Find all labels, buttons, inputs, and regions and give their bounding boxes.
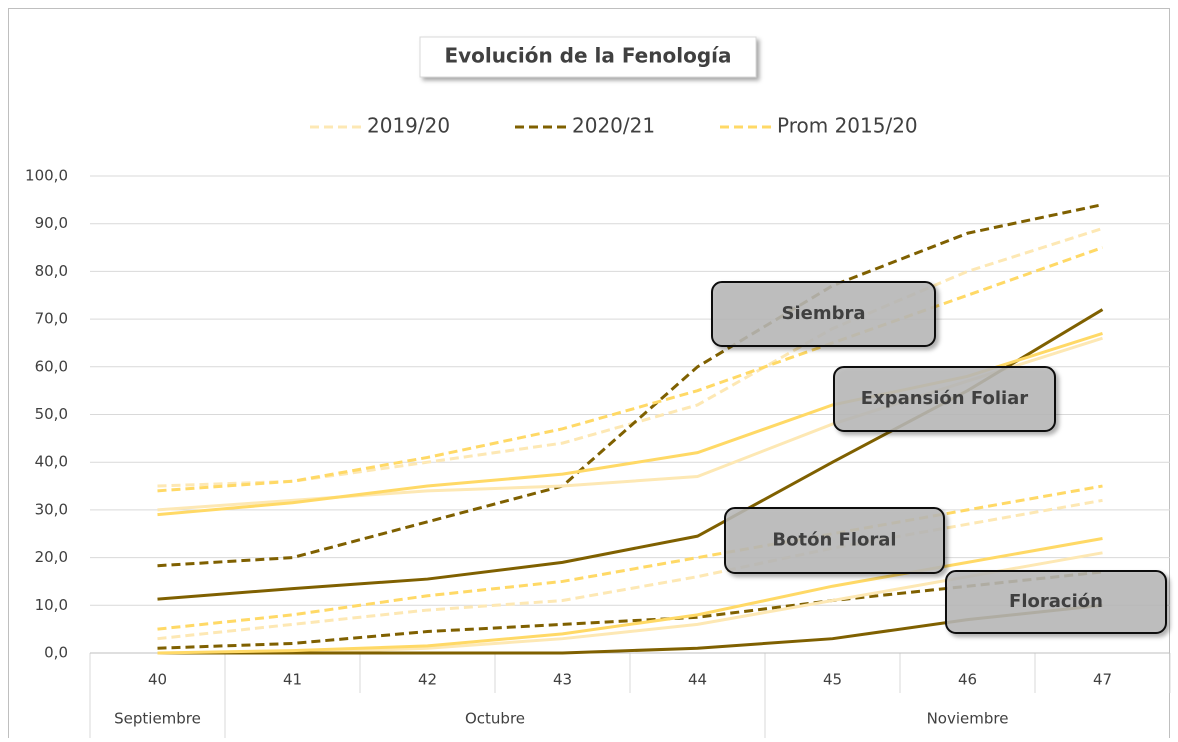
y-tick-label: 60,0: [35, 357, 68, 375]
x-tick-label: 43: [553, 671, 572, 689]
x-tick-label: 40: [148, 671, 167, 689]
x-tick-label: 46: [958, 671, 977, 689]
series-line: [157, 203, 1103, 568]
y-tick-label: 10,0: [35, 596, 68, 614]
y-tick-label: 90,0: [35, 214, 68, 232]
title-box: [419, 36, 757, 78]
y-tick-label: 50,0: [35, 405, 68, 423]
y-tick-label: 100,0: [25, 167, 68, 185]
annotation-label: Expansión Foliar: [861, 388, 1029, 409]
y-tick-label: 40,0: [35, 453, 68, 471]
x-tick-label: 47: [1093, 671, 1112, 689]
series-line: [157, 537, 1103, 655]
y-tick-label: 70,0: [35, 310, 68, 328]
legend-label: 2019/20: [367, 114, 450, 138]
month-label: Septiembre: [114, 710, 201, 728]
annotation-label: Floración: [1009, 591, 1103, 612]
month-label: Octubre: [465, 710, 525, 728]
legend-label: Prom 2015/20: [777, 114, 918, 138]
annotation-box: [724, 507, 945, 574]
month-label: Noviembre: [927, 710, 1009, 728]
series-line: [157, 484, 1103, 631]
annotation-box: [945, 570, 1167, 634]
x-tick-label: 41: [283, 671, 302, 689]
y-tick-label: 20,0: [35, 548, 68, 566]
annotation-box: [833, 366, 1056, 432]
series-line: [157, 246, 1103, 493]
annotation-label: Siembra: [781, 303, 865, 324]
x-tick-label: 45: [823, 671, 842, 689]
y-tick-label: 0,0: [44, 644, 68, 662]
annotation-box: [711, 281, 936, 347]
x-tick-label: 42: [418, 671, 437, 689]
series-line: [157, 498, 1103, 641]
x-tick-label: 44: [688, 671, 707, 689]
chart-title: Evolución de la Fenología: [444, 44, 731, 68]
y-tick-label: 30,0: [35, 500, 68, 518]
y-tick-label: 80,0: [35, 262, 68, 280]
legend-label: 2020/21: [572, 114, 655, 138]
annotation-label: Botón Floral: [772, 530, 896, 551]
